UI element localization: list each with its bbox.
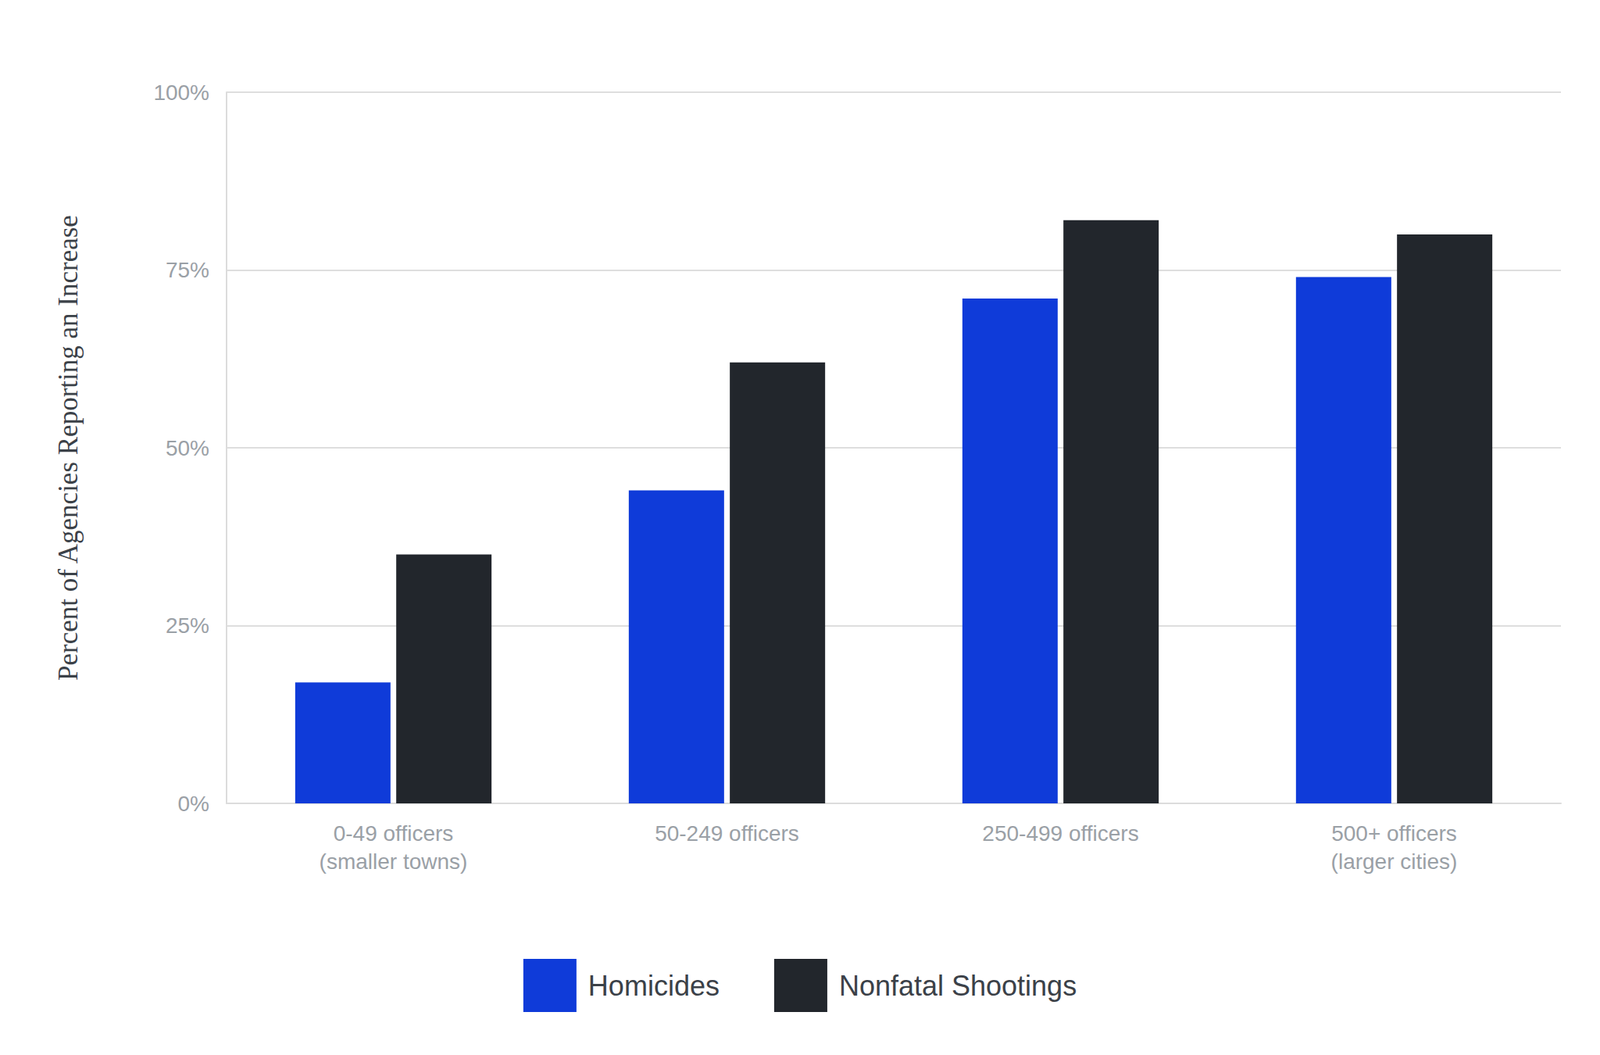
- svg-text:75%: 75%: [165, 257, 210, 283]
- svg-text:Percent of Agencies Reporting: Percent of Agencies Reporting an Increas…: [53, 214, 84, 681]
- svg-text:0-49 officers: 0-49 officers: [333, 821, 454, 846]
- svg-text:250-499 officers: 250-499 officers: [982, 821, 1139, 846]
- svg-text:25%: 25%: [165, 613, 210, 638]
- svg-text:(larger cities): (larger cities): [1331, 849, 1458, 874]
- svg-text:0%: 0%: [178, 791, 210, 816]
- svg-text:50-249 officers: 50-249 officers: [654, 821, 800, 846]
- svg-text:100%: 100%: [153, 80, 210, 105]
- svg-text:50%: 50%: [165, 435, 210, 461]
- svg-text:Homicides: Homicides: [588, 969, 720, 1002]
- svg-text:(smaller towns): (smaller towns): [319, 849, 468, 874]
- svg-text:Nonfatal Shootings: Nonfatal Shootings: [839, 969, 1077, 1002]
- svg-text:500+ officers: 500+ officers: [1331, 821, 1458, 846]
